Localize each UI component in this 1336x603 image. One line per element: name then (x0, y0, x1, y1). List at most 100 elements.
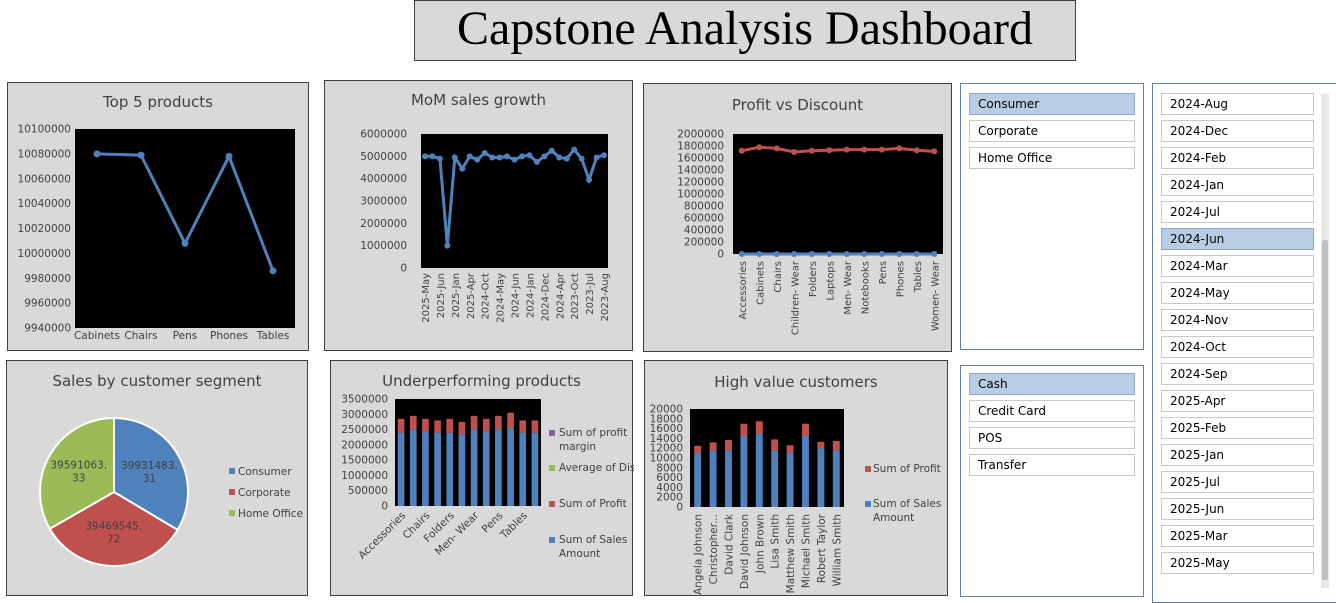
data-label: 39591063. (50, 460, 107, 472)
data-point (878, 146, 885, 153)
chart-title: Profit vs Discount (731, 96, 864, 114)
bar (434, 420, 441, 433)
x-tick-label: 2025-Apr (466, 272, 477, 319)
data-label: 39931483. (121, 460, 178, 472)
y-tick-label: 500000 (348, 485, 388, 497)
high-value-panel[interactable]: High value customers 20000 18000 16000 1400… (644, 360, 948, 596)
slicer-item[interactable]: 2024-Feb (1161, 147, 1314, 169)
slicer-item[interactable]: 2025-May (1161, 552, 1314, 574)
bar (817, 448, 825, 507)
y-tick-label: 0 (400, 263, 407, 275)
slicer-item[interactable]: 2025-Jun (1161, 498, 1314, 520)
data-label: 33 (72, 473, 85, 485)
y-tick-label: 3500000 (341, 394, 388, 406)
y-tick-label: 1200000 (677, 177, 724, 189)
data-point (861, 251, 868, 257)
plot-area (75, 129, 295, 328)
slicer-item[interactable]: 2024-Oct (1161, 336, 1314, 358)
bar (409, 429, 417, 506)
scrollbar-thumb[interactable] (1322, 240, 1328, 580)
bar (771, 439, 779, 451)
slicer-item[interactable]: 2024-Aug (1161, 93, 1314, 115)
pie-slice (39, 416, 115, 531)
x-tick-label: Pens (173, 330, 198, 342)
chart-title: Top 5 products (103, 93, 213, 111)
segment-slicer[interactable]: Consumer Corporate Home Office (960, 83, 1144, 350)
data-point (93, 150, 101, 158)
data-point (861, 146, 868, 153)
slicer-item[interactable]: 2024-May (1161, 282, 1314, 304)
slicer-item[interactable]: 2024-Jan (1161, 174, 1314, 196)
x-tick-label: David Clark (724, 513, 736, 575)
x-tick-label: 2025-Jan (451, 273, 462, 318)
month-slicer[interactable]: 2024-Aug 2024-Dec 2024-Feb 2024-Jan 2024-Jul… (1152, 83, 1336, 603)
data-point (181, 239, 189, 247)
bar (755, 433, 763, 507)
x-tick-label: 2024-Jun (511, 273, 522, 318)
slicer-item[interactable]: Home Office (969, 147, 1135, 169)
x-tick-label: Accessories (356, 510, 408, 562)
x-tick-label: 2023-Oct (570, 273, 581, 320)
y-tick-label: 0 (676, 502, 683, 514)
slicer-item[interactable]: 2024-Mar (1161, 255, 1314, 277)
slicer-item[interactable]: Cash (969, 373, 1135, 395)
y-tick-label: 10080000 (18, 148, 71, 160)
underperforming-panel[interactable]: Underperforming products 3500000 3000000 2… (330, 360, 634, 596)
x-tick-label: Lisa Smith (770, 514, 782, 569)
legend-label: Amount (873, 512, 914, 524)
legend-label: Sum of Profit (873, 463, 941, 475)
slicer-item[interactable]: 2024-Sep (1161, 363, 1314, 385)
slicer-item[interactable]: 2024-Nov (1161, 309, 1314, 331)
legend-swatch (229, 468, 235, 474)
mom-growth-panel[interactable]: MoM sales growth 6000000 5000000 4000000 30… (324, 80, 633, 351)
slicer-scrollbar[interactable] (1321, 94, 1329, 588)
y-tick-label: 6000 (656, 472, 683, 484)
data-point (808, 147, 815, 154)
plot-area (395, 399, 541, 506)
legend-label: Sum of Sales (873, 498, 941, 510)
slicer-item[interactable]: 2024-Jun (1161, 228, 1314, 250)
data-point (913, 251, 920, 257)
y-tick-label: 0 (381, 501, 388, 513)
y-tick-label: 3000000 (341, 409, 388, 421)
x-tick-label: Chairs (773, 261, 784, 293)
profit-discount-chart: 2000000180000016000001400000120000010000… (677, 129, 943, 335)
data-point (563, 155, 570, 162)
slicer-item[interactable]: Corporate (969, 120, 1135, 142)
legend-swatch (229, 489, 235, 495)
data-point (137, 151, 145, 159)
payment-method-slicer[interactable]: Cash Credit Card POS Transfer (960, 365, 1144, 597)
bar (495, 415, 502, 430)
y-tick-label: 1600000 (677, 153, 724, 165)
data-point (444, 242, 451, 249)
slicer-item[interactable]: POS (969, 427, 1135, 449)
data-point (773, 251, 780, 257)
y-tick-label: 600000 (684, 213, 724, 225)
x-tick-label: John Brown (754, 514, 766, 574)
slicer-item[interactable]: Credit Card (969, 400, 1135, 422)
profit-discount-panel[interactable]: Profit vs Discount 2000000 1800000 1600000… (643, 83, 952, 352)
slicer-item[interactable]: 2025-Mar (1161, 525, 1314, 547)
top5-products-panel[interactable]: Top 5 products 10100000 10080000 10060000 1… (7, 82, 309, 351)
slicer-item[interactable]: Transfer (969, 454, 1135, 476)
slicer-item[interactable]: 2025-Jan (1161, 444, 1314, 466)
slicer-item[interactable]: Consumer (969, 93, 1135, 115)
x-tick-label: Angela Johnson (693, 514, 705, 595)
segment-pie-panel[interactable]: Sales by customer segment 39931483. 31 394… (6, 360, 308, 596)
bar (422, 431, 429, 506)
slicer-item[interactable]: 2025-Jul (1161, 471, 1314, 493)
x-tick-label: Christopher... (708, 514, 720, 584)
slicer-item[interactable]: 2025-Apr (1161, 390, 1314, 412)
data-point (504, 153, 511, 160)
slicer-item[interactable]: 2025-Feb (1161, 417, 1314, 439)
data-point (913, 147, 920, 154)
bar (446, 418, 454, 433)
legend-label: Average of Discount (559, 462, 634, 474)
bar (725, 439, 732, 451)
slicer-item[interactable]: 2024-Jul (1161, 201, 1314, 223)
y-tick-label: 10020000 (18, 223, 71, 235)
y-tick-label: 2000000 (360, 218, 407, 230)
bar (786, 445, 794, 454)
mom-chart: 6000000 5000000 4000000 3000000 2000000 10000… (360, 129, 611, 323)
slicer-item[interactable]: 2024-Dec (1161, 120, 1314, 142)
